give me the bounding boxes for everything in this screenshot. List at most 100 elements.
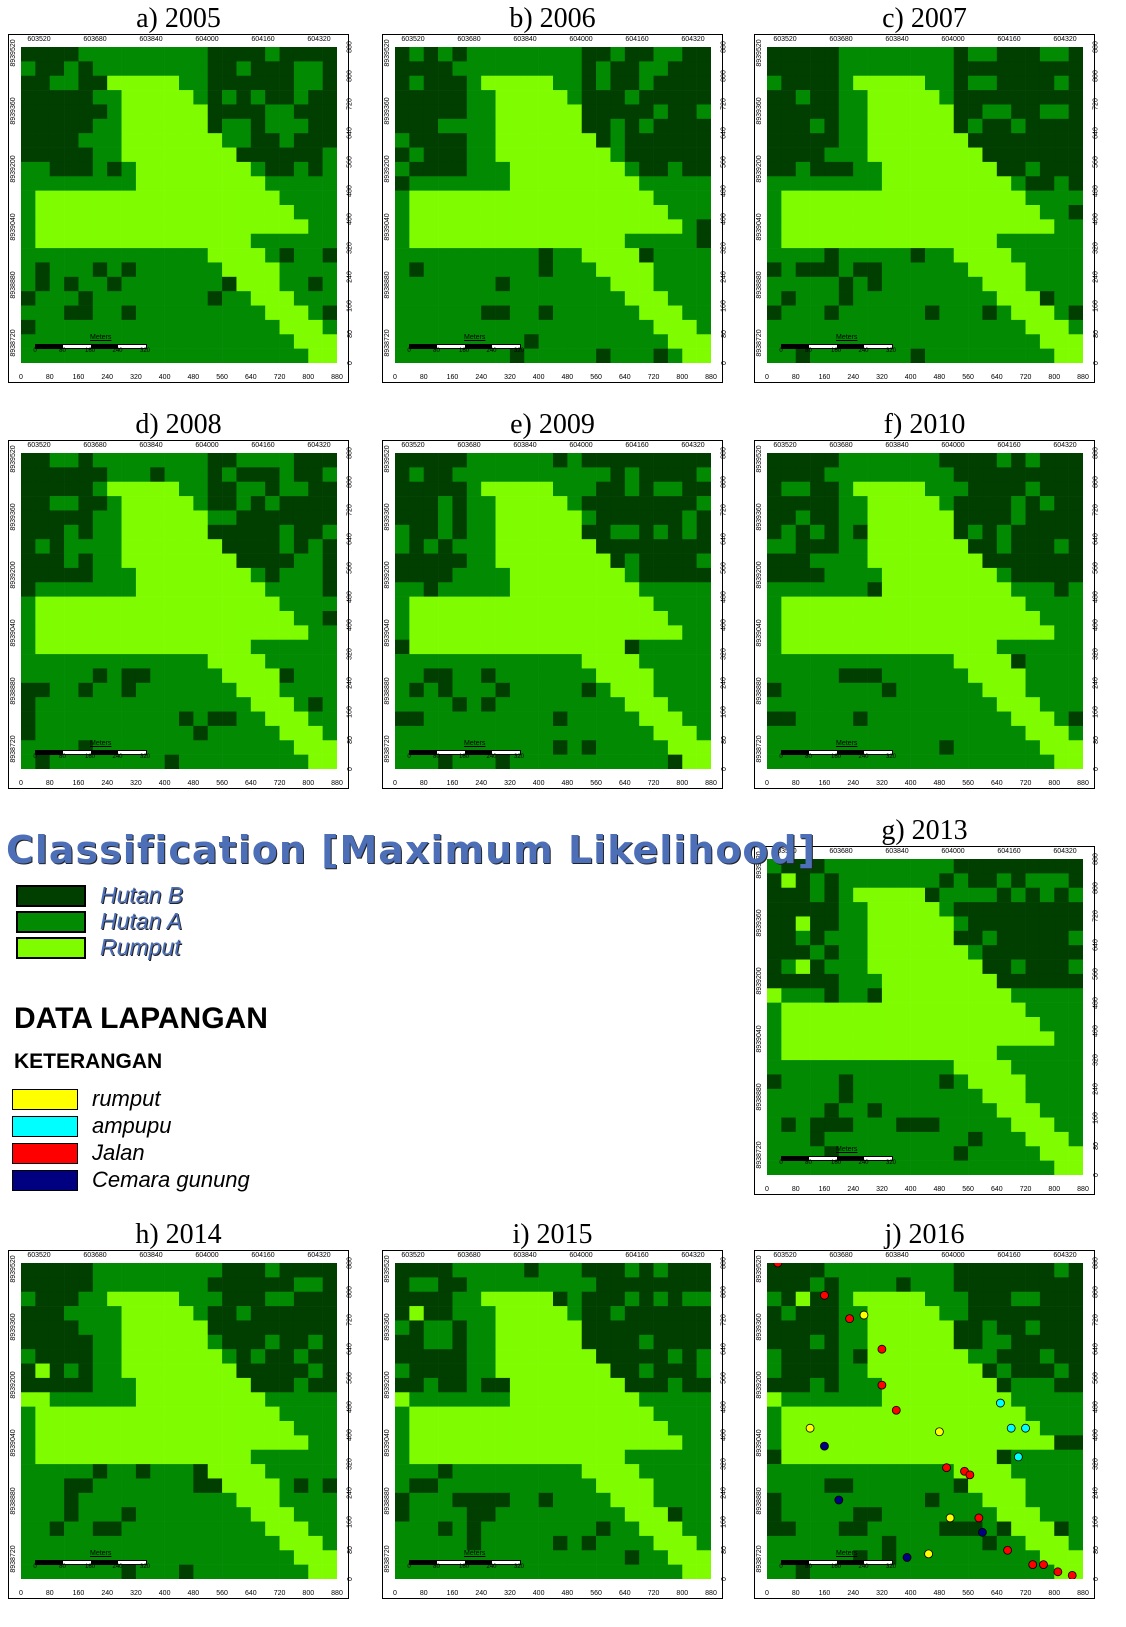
axis-tick-label: 880 xyxy=(1093,1257,1100,1269)
axis-tick-label: 480 xyxy=(1093,1400,1100,1413)
classification-raster xyxy=(395,47,711,363)
panel-title: d) 2008 xyxy=(135,409,222,440)
map-panel: c) 2007 603520 603680 603840 604000 604160 604… xyxy=(754,4,1100,384)
field-point xyxy=(891,1405,901,1415)
axis-tick-label: 880 xyxy=(331,374,343,381)
axis-tick-label: 480 xyxy=(347,184,354,197)
classification-raster xyxy=(21,1263,337,1579)
axis-tick-label: 8939040 xyxy=(10,619,17,647)
axis-tick-label: 800 xyxy=(347,69,354,82)
scale-bar-tick: 160 xyxy=(84,1564,96,1570)
axis-tick-label: 400 xyxy=(1093,1429,1100,1442)
axis-tick-label: 8939360 xyxy=(756,97,763,125)
axis-tick-label: 604160 xyxy=(625,1252,649,1259)
field-point xyxy=(1067,1571,1077,1579)
legend-item: Rumput xyxy=(16,934,181,961)
axis-tick-label: 240 xyxy=(347,270,354,283)
axis-tick-label: 8939520 xyxy=(10,445,17,473)
field-point xyxy=(945,1513,955,1523)
axis-tick-label: 8938880 xyxy=(384,677,391,705)
axis-tick-label: 480 xyxy=(561,1590,574,1597)
axis-tick-label: 603680 xyxy=(83,36,107,43)
axis-tick-label: 8938720 xyxy=(10,329,17,357)
axis-tick-label: 640 xyxy=(244,780,257,787)
axis-tick-label: 0 xyxy=(393,780,397,787)
field-point xyxy=(934,1427,944,1437)
axis-tick-label: 640 xyxy=(721,127,728,140)
axis-tick-label: 604160 xyxy=(625,36,649,43)
legend-label: Cemara gunung xyxy=(92,1167,250,1192)
axis-tick-label: 720 xyxy=(721,504,728,517)
axis-tick-label: 400 xyxy=(721,619,728,632)
axis-tick-label: 160 xyxy=(721,299,728,312)
axis-tick-label: 160 xyxy=(1093,705,1100,718)
scale-bar-tick: 0 xyxy=(779,1564,783,1570)
field-point xyxy=(924,1549,933,1559)
axis-tick-label: 603520 xyxy=(27,36,51,43)
axis-tick-label: 80 xyxy=(1093,1546,1100,1555)
axis-tick-label: 400 xyxy=(721,1429,728,1442)
axis-tick-label: 603520 xyxy=(401,36,425,43)
scale-bar-tick: 0 xyxy=(407,1564,411,1570)
panel-title: e) 2009 xyxy=(510,409,595,440)
axis-tick-label: 640 xyxy=(1093,939,1100,952)
axis-tick-label: 0 xyxy=(19,780,23,787)
legend-item: Hutan B xyxy=(16,882,183,909)
axis-tick-label: 240 xyxy=(347,1486,354,1499)
scale-bar: Meters 0 80 160 240 320 xyxy=(779,1146,911,1166)
scale-bar: Meters 0 80 160 240 320 xyxy=(407,740,539,760)
axis-tick-label: 160 xyxy=(347,705,354,718)
map-panel: g) 2013 603520 603680 603840 604000 604160 604… xyxy=(754,816,1100,1196)
scale-bar-label: Meters xyxy=(836,1550,858,1557)
axis-tick-label: 8939040 xyxy=(756,213,763,241)
axis-tick-label: 480 xyxy=(721,184,728,197)
axis-tick-label: 0 xyxy=(347,1577,354,1581)
field-point xyxy=(820,1290,829,1300)
axis-tick-label: 603840 xyxy=(513,442,537,449)
axis-tick-label: 880 xyxy=(1093,853,1100,865)
panel-title: a) 2005 xyxy=(136,3,221,34)
axis-tick-label: 640 xyxy=(1093,127,1100,140)
axis-tick-label: 880 xyxy=(1077,1186,1089,1193)
axis-tick-label: 8939200 xyxy=(756,967,763,995)
classification-raster xyxy=(21,453,337,769)
axis-tick-label: 80 xyxy=(1093,736,1100,745)
scale-bar-tick: 240 xyxy=(486,348,497,354)
map-frame: 603520 603680 603840 604000 604160 604320 8939… xyxy=(8,34,354,383)
axis-tick-label: 8938720 xyxy=(756,1141,763,1169)
axis-tick-label: 603840 xyxy=(513,36,537,43)
axis-tick-label: 480 xyxy=(561,780,574,787)
scale-bar-tick: 320 xyxy=(885,348,897,354)
axis-tick-label: 720 xyxy=(347,504,354,517)
axis-tick-label: 880 xyxy=(347,1257,354,1269)
axis-tick-label: 160 xyxy=(72,1590,85,1597)
axis-tick-label: 8939520 xyxy=(384,1255,391,1283)
axis-tick-label: 603680 xyxy=(457,36,481,43)
axis-tick-label: 240 xyxy=(721,270,728,283)
scale-bar-tick: 0 xyxy=(779,1160,783,1166)
axis-tick-label: 560 xyxy=(347,562,354,574)
classification-legend-title: Classification [Maximum Likelihood] xyxy=(6,828,817,872)
axis-tick-label: 560 xyxy=(347,156,354,168)
axis-tick-label: 8939520 xyxy=(756,445,763,473)
axis-tick-label: 560 xyxy=(962,1186,974,1193)
axis-tick-label: 8939360 xyxy=(384,1313,391,1341)
axis-tick-label: 0 xyxy=(721,361,728,365)
axis-tick-label: 320 xyxy=(347,1458,354,1470)
axis-tick-label: 640 xyxy=(1093,1343,1100,1356)
axis-tick-label: 8939360 xyxy=(384,503,391,531)
axis-tick-label: 880 xyxy=(331,1590,343,1597)
axis-tick-label: 720 xyxy=(1093,504,1100,517)
axis-tick-label: 720 xyxy=(1019,374,1032,381)
axis-tick-label: 603680 xyxy=(829,442,853,449)
axis-tick-label: 400 xyxy=(158,780,171,787)
axis-tick-label: 720 xyxy=(273,780,286,787)
scale-bar-tick: 0 xyxy=(33,1564,37,1570)
axis-tick-label: 240 xyxy=(721,676,728,689)
axis-tick-label: 640 xyxy=(990,374,1003,381)
scale-bar-tick: 0 xyxy=(33,348,37,354)
map-frame: 603520 603680 603840 604000 604160 604320 8939… xyxy=(754,846,1100,1195)
axis-tick-label: 800 xyxy=(1093,881,1100,894)
field-point xyxy=(773,1263,783,1268)
scale-bar-tick: 320 xyxy=(139,348,151,354)
